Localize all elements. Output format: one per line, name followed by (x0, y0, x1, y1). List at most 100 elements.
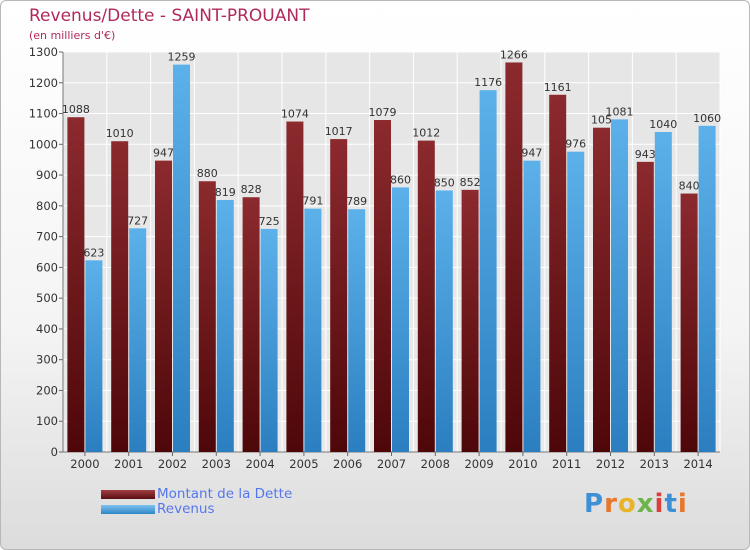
bar-dette (636, 161, 654, 452)
data-label-revenus: 1081 (606, 105, 634, 118)
brand-letter: x (636, 489, 655, 519)
y-tick-label: 0 (51, 445, 58, 459)
data-label-dette: 1074 (281, 108, 309, 121)
bar-revenus (260, 228, 278, 452)
data-label-revenus: 725 (259, 215, 280, 228)
x-tick-label: 2011 (552, 457, 581, 471)
bar-dette (330, 139, 348, 453)
legend-swatch-revenus (101, 505, 155, 514)
data-label-revenus: 819 (215, 186, 236, 199)
data-label-dette: 1079 (369, 106, 397, 119)
data-label-dette: 852 (460, 176, 481, 189)
legend-swatch-dette (101, 490, 155, 499)
y-tick-label: 1200 (29, 76, 58, 90)
data-label-revenus: 727 (127, 214, 148, 227)
data-label-dette: 105 (591, 114, 612, 127)
chart-title: Revenus/Dette - SAINT-PROUANT (29, 6, 310, 26)
data-label-revenus: 947 (521, 147, 542, 160)
brand-letter: t (664, 489, 678, 519)
bar-revenus (654, 132, 672, 452)
data-label-revenus: 1040 (649, 118, 677, 131)
brand-letter: o (617, 489, 637, 519)
y-tick-label: 700 (36, 230, 58, 244)
data-label-revenus: 1060 (693, 112, 721, 125)
bar-dette (198, 181, 216, 452)
bar-dette (461, 189, 479, 452)
data-label-dette: 943 (635, 148, 656, 161)
bar-dette (593, 127, 610, 452)
data-label-revenus: 850 (434, 176, 455, 189)
y-tick-label: 600 (36, 260, 58, 274)
data-label-revenus: 789 (346, 195, 367, 208)
x-tick-label: 2014 (683, 457, 712, 471)
data-label-dette: 840 (679, 180, 700, 193)
y-tick-label: 200 (36, 383, 58, 397)
y-tick-label: 800 (36, 199, 58, 213)
x-tick-label: 2007 (377, 457, 406, 471)
x-tick-label: 2009 (464, 457, 493, 471)
brand-letter: r (604, 489, 618, 519)
bar-revenus (479, 90, 497, 453)
data-label-revenus: 791 (302, 195, 323, 208)
bar-revenus (435, 190, 453, 452)
bar-dette (374, 120, 391, 452)
bar-revenus (611, 119, 628, 452)
y-tick-label: 1300 (29, 45, 58, 59)
bar-revenus (85, 260, 103, 452)
bar-revenus (523, 160, 541, 452)
bar-dette (155, 160, 172, 452)
bar-revenus (348, 209, 366, 452)
legend-label-dette: Montant de la Dette (157, 486, 293, 502)
data-label-revenus: 976 (565, 138, 586, 151)
bar-dette (549, 94, 567, 453)
bar-dette (505, 62, 523, 452)
data-label-dette: 880 (197, 167, 218, 180)
x-tick-label: 2004 (245, 457, 274, 471)
bar-revenus (567, 151, 585, 452)
x-tick-label: 2010 (508, 457, 537, 471)
data-label-dette: 947 (153, 147, 174, 160)
brand-letter: i (677, 489, 688, 519)
bar-revenus (173, 64, 190, 452)
legend-label-revenus: Revenus (157, 501, 215, 517)
x-tick-label: 2001 (114, 457, 143, 471)
data-label-dette: 828 (241, 183, 262, 196)
y-tick-label: 900 (36, 168, 58, 182)
x-tick-label: 2005 (289, 457, 318, 471)
y-tick-label: 1000 (29, 137, 58, 151)
bar-dette (242, 197, 260, 452)
x-tick-label: 2000 (70, 457, 99, 471)
bar-revenus (698, 125, 716, 452)
x-tick-label: 2006 (333, 457, 362, 471)
bar-revenus (129, 228, 147, 452)
bar-dette (417, 140, 435, 452)
data-label-revenus: 860 (390, 173, 411, 186)
data-label-dette: 1088 (62, 103, 90, 116)
y-tick-label: 400 (36, 322, 58, 336)
bar-dette (111, 141, 129, 452)
data-label-dette: 1017 (325, 125, 353, 138)
x-tick-label: 2002 (158, 457, 187, 471)
x-tick-label: 2003 (202, 457, 231, 471)
y-tick-label: 500 (36, 291, 58, 305)
y-tick-label: 100 (36, 414, 58, 428)
y-tick-label: 1100 (29, 107, 58, 121)
bar-dette (286, 121, 304, 453)
y-tick-label: 300 (36, 353, 58, 367)
bar-dette (67, 117, 85, 452)
brand-logo: Proxiti (584, 489, 688, 519)
bar-revenus (216, 200, 234, 452)
data-label-revenus: 1259 (168, 51, 196, 64)
data-label-revenus: 1176 (474, 76, 502, 89)
x-tick-label: 2012 (596, 457, 625, 471)
data-label-dette: 1012 (412, 127, 440, 140)
chart-subtitle: (en milliers d'€) (29, 29, 116, 42)
data-label-dette: 1161 (544, 81, 572, 94)
bar-dette (680, 193, 698, 453)
data-label-revenus: 623 (83, 246, 104, 259)
brand-letter: P (584, 489, 605, 519)
data-label-dette: 1010 (106, 127, 134, 140)
bar-revenus (304, 208, 322, 452)
brand-letter: i (654, 489, 665, 519)
